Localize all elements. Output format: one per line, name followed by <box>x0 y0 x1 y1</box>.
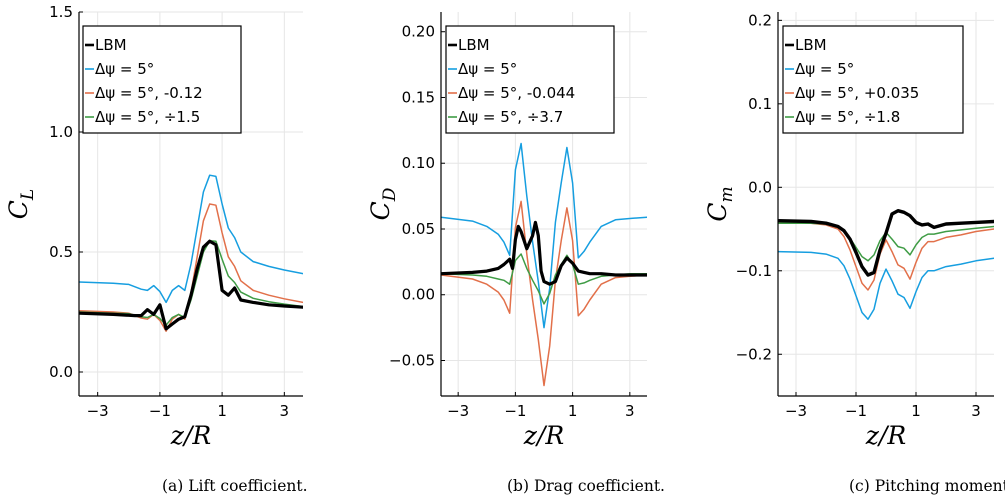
series-line-lbm <box>778 208 994 277</box>
y-tick-label: 0.00 <box>402 286 435 304</box>
legend-entry: Δψ = 5°, +0.035 <box>795 84 919 102</box>
x-tick-label: 1 <box>217 402 227 420</box>
y-tick-label: 0.1 <box>748 95 772 113</box>
legend-box <box>82 25 242 134</box>
legend-entry: Δψ = 5° <box>95 60 154 78</box>
y-tick-label: 0.0 <box>49 363 73 381</box>
x-tick-label: −1 <box>845 402 867 420</box>
x-axis-label: z/R <box>523 421 564 450</box>
x-axis-label: z/R <box>170 421 211 450</box>
series-line-dpsi-scaled <box>441 253 647 305</box>
legend-entry: Δψ = 5°, ÷1.8 <box>795 108 900 126</box>
y-tick-label: −0.2 <box>736 345 772 363</box>
y-tick-label: 0.05 <box>402 220 435 238</box>
y-axis-label: CD <box>366 187 400 220</box>
y-tick-label: 0.5 <box>49 243 73 261</box>
x-tick-label: −3 <box>87 402 109 420</box>
x-tick-label: 3 <box>280 402 290 420</box>
chart-panel-2: −3 −1 1 3 −0.05 0.00 0.05 0.10 0.15 0.20 z/R CD LBM Δ… <box>366 12 647 450</box>
legend: LBM Δψ = 5° Δψ = 5°, -0.044 Δψ = 5°, ÷3.7 <box>445 25 615 134</box>
caption: (b) Drag coefficient. <box>507 477 665 495</box>
x-tick-label: 1 <box>568 402 578 420</box>
legend: LBM Δψ = 5° Δψ = 5°, +0.035 Δψ = 5°, ÷1.8 <box>782 25 964 134</box>
y-tick-label: −0.05 <box>389 351 435 369</box>
chart-panel-3: −3 −1 1 3 −0.2 −0.1 0.0 0.1 0.2 z/R Cm LBM Δψ = 5° Δψ… <box>703 11 994 450</box>
series-line-lbm <box>441 220 647 286</box>
legend-entry: Δψ = 5°, ÷1.5 <box>95 108 200 126</box>
x-tick-label: −1 <box>504 402 526 420</box>
series-group <box>441 142 647 387</box>
legend-entry: LBM <box>95 36 127 54</box>
x-axis-label: z/R <box>865 421 906 450</box>
series-line-dpsi-shift <box>79 203 303 332</box>
x-tick-label: 1 <box>911 402 921 420</box>
y-tick-label: 0.0 <box>748 178 772 196</box>
y-tick-label: 1.0 <box>49 123 73 141</box>
y-tick-label: 1.5 <box>49 3 73 21</box>
series-line-lbm <box>79 239 303 331</box>
legend-entry: Δψ = 5° <box>795 60 854 78</box>
legend: LBM Δψ = 5° Δψ = 5°, -0.12 Δψ = 5°, ÷1.5 <box>82 25 242 134</box>
series-group <box>79 174 303 332</box>
x-tick-label: −3 <box>447 402 469 420</box>
x-tick-label: 3 <box>625 402 635 420</box>
legend-entry: Δψ = 5° <box>458 60 517 78</box>
legend-entry: Δψ = 5°, -0.044 <box>458 84 575 102</box>
y-tick-label: 0.2 <box>748 11 772 29</box>
legend-entry: Δψ = 5°, -0.12 <box>95 84 203 102</box>
y-axis-label: CL <box>4 189 38 219</box>
x-tick-label: −3 <box>785 402 807 420</box>
y-tick-label: 0.20 <box>402 23 435 41</box>
legend-entry: LBM <box>458 36 490 54</box>
y-axis-label: Cm <box>703 186 737 221</box>
series-group <box>778 208 994 320</box>
y-tick-label: 0.10 <box>402 154 435 172</box>
series-line-dpsi-shift <box>441 200 647 387</box>
x-tick-label: 3 <box>971 402 981 420</box>
series-line-dpsi <box>441 142 647 329</box>
legend-box <box>445 25 615 134</box>
series-line-dpsi <box>778 250 994 320</box>
caption: (c) Pitching moment coefficient. <box>849 477 1005 495</box>
chart-panel-1: −3 −1 1 3 0.0 0.5 1.0 1.5 z/R CL LBM Δψ = 5° Δψ = 5°… <box>4 3 303 450</box>
caption: (a) Lift coefficient. <box>162 477 308 495</box>
legend-box <box>782 25 964 134</box>
legend-entry: Δψ = 5°, ÷3.7 <box>458 108 563 126</box>
series-line-dpsi-shift <box>778 221 994 291</box>
legend-entry: LBM <box>795 36 827 54</box>
y-tick-label: −0.1 <box>736 262 772 280</box>
y-tick-label: 0.15 <box>402 88 435 106</box>
series-line-dpsi <box>79 174 303 304</box>
x-tick-label: −1 <box>149 402 171 420</box>
